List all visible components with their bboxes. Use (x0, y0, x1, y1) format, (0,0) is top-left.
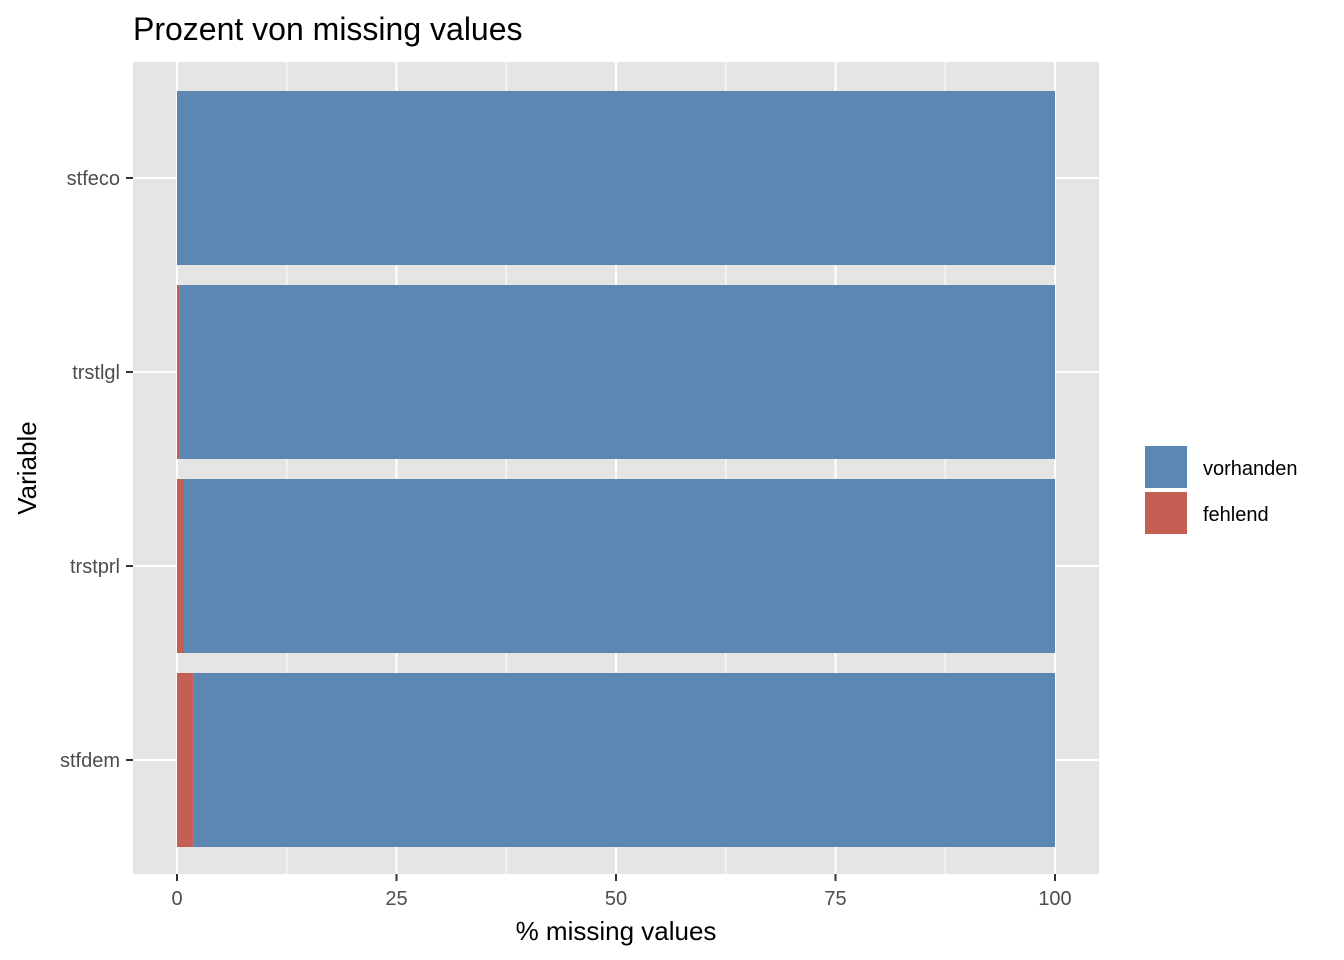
x-tick-label: 0 (171, 888, 182, 910)
legend-swatch-vorhanden (1143, 444, 1189, 490)
bar-fehlend-trstlgl (177, 285, 180, 459)
y-axis-title: Variable (12, 421, 42, 514)
bar-vorhanden-stfeco (177, 91, 1055, 265)
chart-title: Prozent von missing values (133, 11, 523, 47)
x-tick-label: 75 (824, 888, 846, 910)
bar-fehlend-trstprl (177, 479, 185, 653)
y-tick-label: trstlgl (72, 362, 120, 384)
legend-swatch-fehlend (1143, 490, 1189, 536)
x-axis: 0 25 50 75 100 (171, 874, 1072, 910)
y-tick-label: stfeco (67, 168, 120, 190)
bar-vorhanden-stfdem (193, 673, 1055, 847)
x-axis-title: % missing values (516, 916, 717, 946)
x-tick-label: 50 (605, 888, 627, 910)
y-tick-label: trstprl (70, 556, 120, 578)
bars-layer (177, 91, 1056, 847)
y-axis: stfeco trstlgl trstprl stfdem (60, 168, 133, 772)
bar-vorhanden-trstlgl (179, 285, 1055, 459)
x-tick-label: 100 (1038, 888, 1071, 910)
legend: vorhanden fehlend (1143, 444, 1298, 536)
legend-label-fehlend: fehlend (1203, 504, 1269, 526)
y-tick-label: stfdem (60, 750, 120, 772)
bar-fehlend-stfdem (177, 673, 194, 847)
legend-label-vorhanden: vorhanden (1203, 458, 1298, 480)
bar-vorhanden-trstprl (184, 479, 1056, 653)
x-tick-label: 25 (385, 888, 407, 910)
